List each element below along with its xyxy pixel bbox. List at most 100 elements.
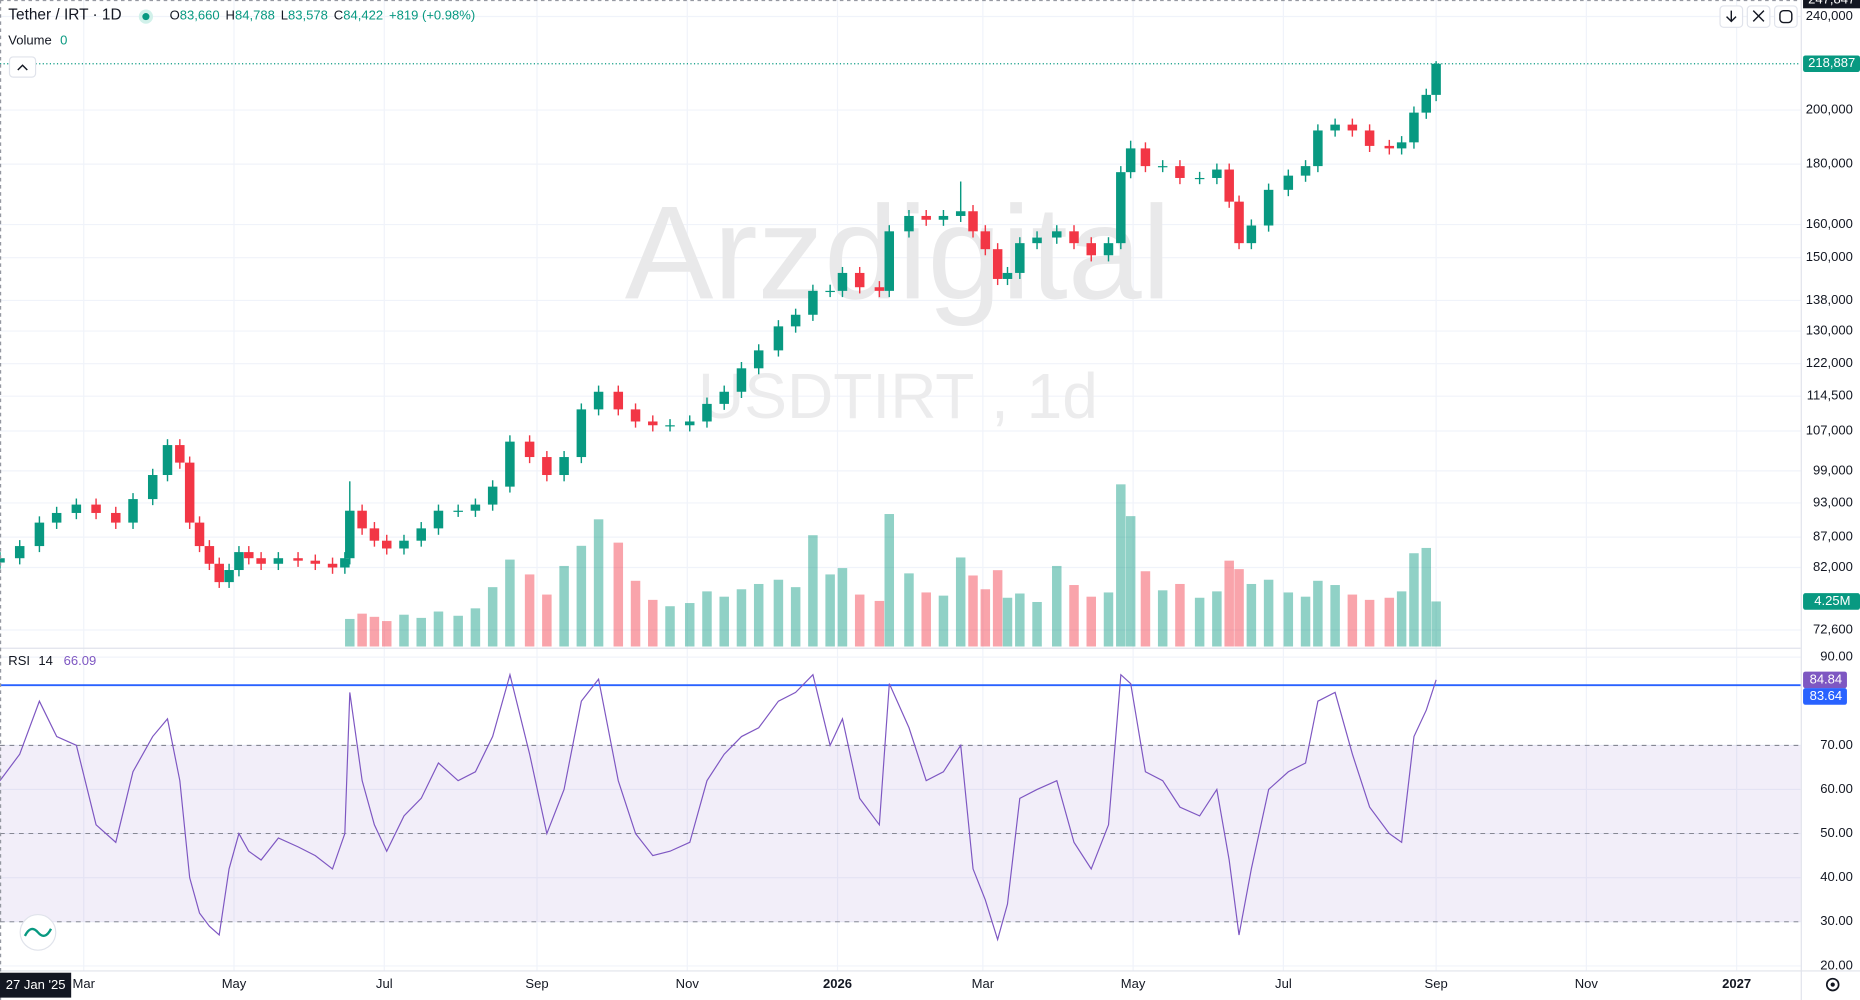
plot <box>0 61 1801 942</box>
candle-body <box>1431 63 1441 95</box>
volume-bar <box>576 545 587 647</box>
candle-body <box>184 462 195 523</box>
candle-body <box>702 403 712 422</box>
collapse-button[interactable] <box>8 56 37 78</box>
rsi-value-label: 84.84 <box>1810 671 1843 686</box>
volume-reading: 0 <box>60 33 67 48</box>
candle-body <box>1246 225 1257 244</box>
candle-body <box>1052 231 1062 238</box>
volume-bar <box>753 583 764 647</box>
volume-bar <box>1032 601 1042 647</box>
volume-bar <box>1283 592 1294 647</box>
volume-bar <box>505 559 515 647</box>
rsi-value-box <box>1803 671 1847 689</box>
volume-bar <box>1224 560 1234 647</box>
volume-bar <box>1015 593 1025 647</box>
crosshair-date-box <box>0 972 72 998</box>
rsi-tick-label: 60.00 <box>1820 781 1853 796</box>
y-tick-label: 150,000 <box>1806 249 1853 264</box>
candle-body <box>773 326 784 351</box>
volume-bar <box>684 603 695 647</box>
volume-bar <box>1069 585 1079 647</box>
volume-bar <box>1364 599 1375 647</box>
volume-bar <box>1421 547 1432 647</box>
candle-body <box>1069 231 1079 244</box>
volume-bar <box>790 587 801 647</box>
volume-bar <box>1116 484 1126 647</box>
volume-bar <box>630 580 641 647</box>
candle-body <box>630 409 641 422</box>
candle-body <box>524 441 535 458</box>
candle-body <box>505 441 515 487</box>
volume-bar <box>613 542 624 647</box>
candle-body <box>224 570 234 583</box>
volume-bar <box>1086 596 1096 647</box>
rsi-tick-label: 30.00 <box>1820 913 1853 928</box>
candle-body <box>1032 237 1042 244</box>
settings-button[interactable] <box>1825 977 1840 992</box>
volume-bar <box>648 599 658 647</box>
collapse-icon <box>17 64 28 71</box>
candle-body <box>808 290 818 315</box>
volume-bar <box>719 596 729 647</box>
volume-bar <box>1300 596 1311 647</box>
candle-body <box>1364 130 1375 146</box>
logo-mark <box>23 927 53 937</box>
candle-body <box>837 272 848 291</box>
volume-bar <box>904 573 914 647</box>
volume-bar <box>593 519 604 647</box>
legend-value: 84,788 <box>235 8 275 23</box>
refresh-button[interactable] <box>1773 5 1798 28</box>
candle-body <box>369 528 380 541</box>
watermark-sub: USDTIRT , 1d <box>698 360 1098 432</box>
volume-bar <box>381 621 392 647</box>
candle-body <box>968 211 978 232</box>
candle-body <box>719 391 729 404</box>
volume-bar <box>884 514 895 647</box>
volume-bar <box>702 591 712 647</box>
candle-body <box>980 231 991 250</box>
rsi-tick-label: 70.00 <box>1820 737 1853 752</box>
crosshair-date: 27 Jan '25 <box>6 977 66 992</box>
volume-bar <box>1431 601 1441 647</box>
candle-body <box>1212 169 1222 178</box>
candle-body <box>128 499 138 523</box>
volume-bar <box>399 614 409 647</box>
y-tick-label: 160,000 <box>1806 216 1853 231</box>
x-tick-label: Mar <box>972 976 995 991</box>
candle-body <box>147 475 158 500</box>
volume-bar <box>980 589 991 647</box>
x-tick-label: May <box>1121 976 1146 991</box>
volume-bar <box>1234 569 1244 647</box>
x-tick-label: Mar <box>73 976 96 991</box>
candle-body <box>1175 166 1185 178</box>
candle-body <box>34 522 45 547</box>
volume-bar <box>1330 585 1340 647</box>
rsi-line <box>0 672 1437 942</box>
rsi-tick-label: 40.00 <box>1820 869 1853 884</box>
y-tick-label: 93,000 <box>1813 494 1853 509</box>
grid <box>0 0 1801 971</box>
volume-bar <box>1313 580 1323 647</box>
watermark: Arzdigital <box>625 179 1171 327</box>
candle-body <box>0 558 5 563</box>
volume-bar <box>955 557 966 647</box>
maximize-icon <box>1752 10 1765 22</box>
axis-top-label: 247,847 <box>1808 0 1855 6</box>
volume-bar <box>837 568 848 647</box>
volume-bar <box>487 587 498 647</box>
last-volume-box <box>1803 593 1860 610</box>
legend-key: H <box>226 8 235 23</box>
candle-body <box>1263 189 1274 226</box>
volume-bar <box>921 592 931 647</box>
y-tick-label: 107,000 <box>1806 422 1853 437</box>
candle-body <box>327 563 338 568</box>
legend-key: L <box>281 8 288 23</box>
candle-body <box>345 510 355 559</box>
candle-body <box>381 540 392 549</box>
rsi-level-label: 83.64 <box>1810 688 1843 703</box>
y-tick-label: 130,000 <box>1806 323 1853 338</box>
volume-bar <box>1125 516 1136 647</box>
